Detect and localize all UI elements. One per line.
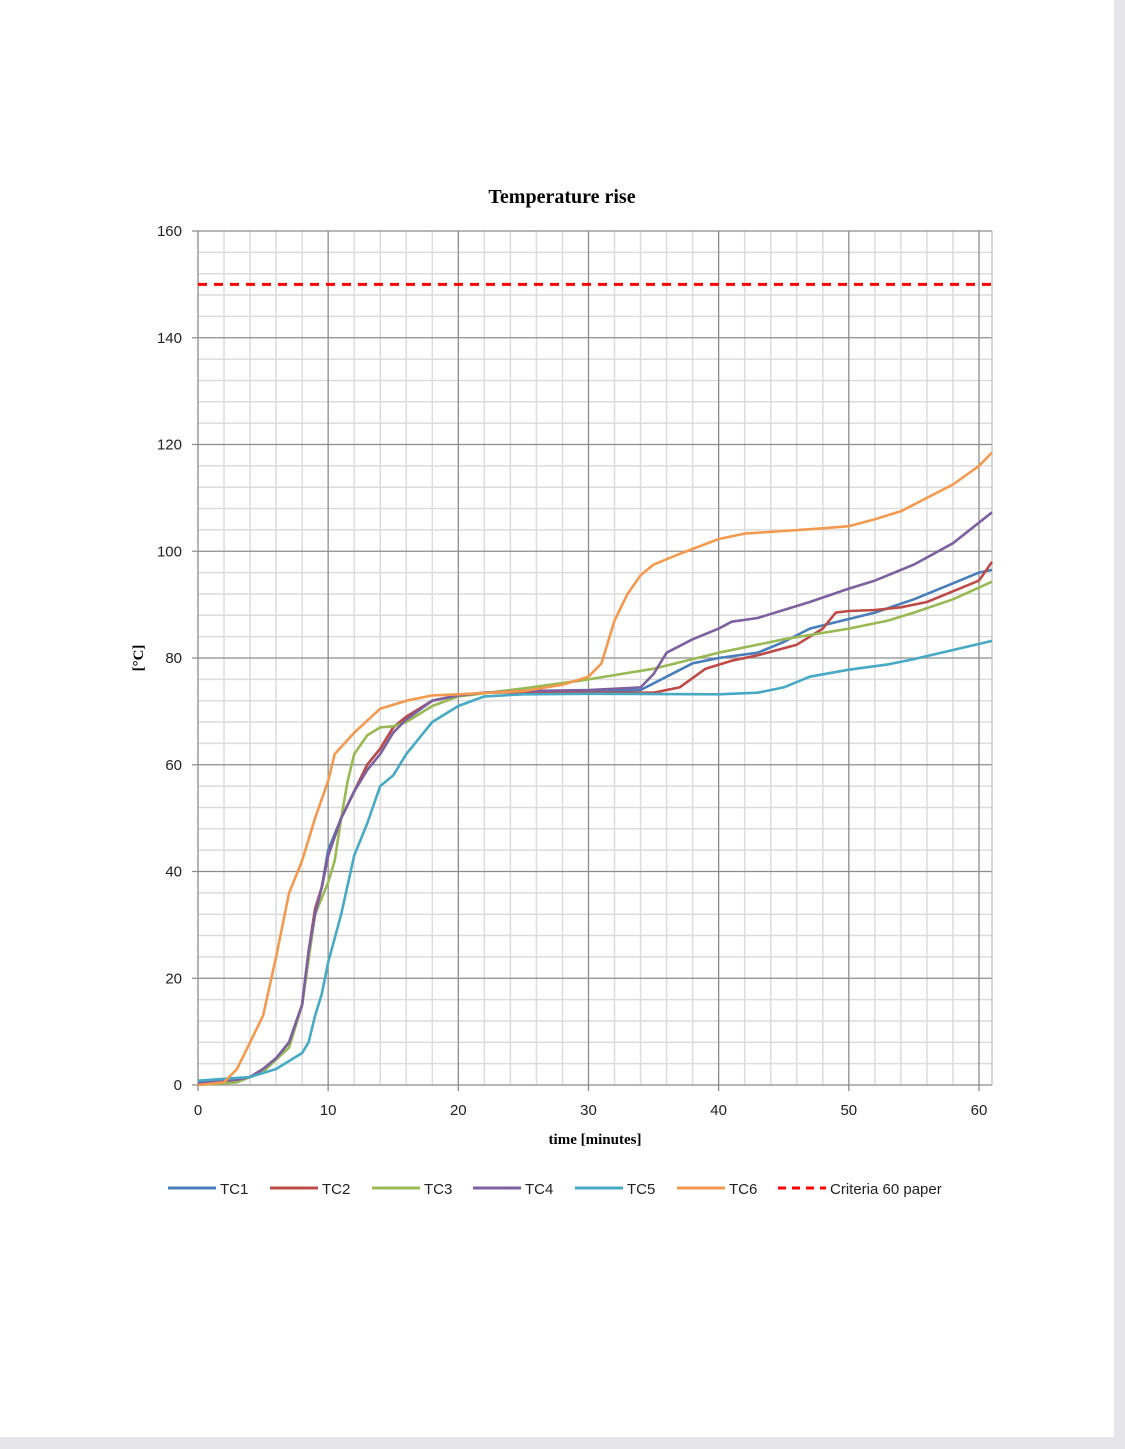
x-tick-label: 10 — [320, 1102, 337, 1119]
legend-item: TC4 — [473, 1181, 553, 1198]
legend-label: Criteria 60 paper — [830, 1181, 942, 1198]
x-tick-label: 60 — [971, 1102, 988, 1119]
legend-label: TC2 — [322, 1181, 350, 1198]
x-tick-label: 20 — [450, 1102, 467, 1119]
y-tick-label: 100 — [157, 543, 182, 560]
legend-label: TC1 — [220, 1181, 248, 1198]
series-line-tc4 — [197, 511, 993, 1085]
x-tick-label: 40 — [710, 1102, 727, 1119]
legend-label: TC6 — [729, 1181, 757, 1198]
legend-item: TC5 — [575, 1181, 655, 1198]
legend-item: TC2 — [270, 1181, 350, 1198]
legend-item: TC1 — [168, 1181, 248, 1198]
series-line-tc5 — [197, 639, 993, 1082]
x-axis-label: time [minutes] — [549, 1132, 642, 1148]
y-tick-label: 160 — [157, 223, 182, 240]
x-tick-label: 50 — [840, 1102, 857, 1119]
legend-item: TC3 — [372, 1181, 452, 1198]
grid — [192, 230, 993, 1091]
legend-label: TC5 — [627, 1181, 655, 1198]
y-axis-label: [°C] — [131, 645, 147, 672]
y-tick-label: 40 — [165, 864, 182, 881]
y-tick-label: 0 — [174, 1077, 182, 1094]
legend-item: TC6 — [677, 1181, 757, 1198]
legend-item: Criteria 60 paper — [778, 1181, 942, 1198]
y-tick-label: 60 — [165, 757, 182, 774]
x-tick-label: 0 — [194, 1102, 202, 1119]
legend-label: TC3 — [424, 1181, 452, 1198]
chart-title: Temperature rise — [488, 186, 635, 208]
tick-labels: 0 10 20 30 40 50 60 0 20 40 60 80 100 120 140 160 — [157, 223, 987, 1119]
x-tick-label: 30 — [580, 1102, 597, 1119]
y-tick-label: 140 — [157, 330, 182, 347]
series-line-tc6 — [197, 451, 993, 1087]
legend-label: TC4 — [525, 1181, 553, 1198]
y-tick-label: 20 — [165, 970, 182, 987]
series-lines — [197, 282, 994, 1087]
y-tick-label: 120 — [157, 437, 182, 454]
y-tick-label: 80 — [165, 650, 182, 667]
legend: TC1 TC2 TC3 TC4 TC5 TC6 Criteria 60 paper — [168, 1181, 942, 1198]
